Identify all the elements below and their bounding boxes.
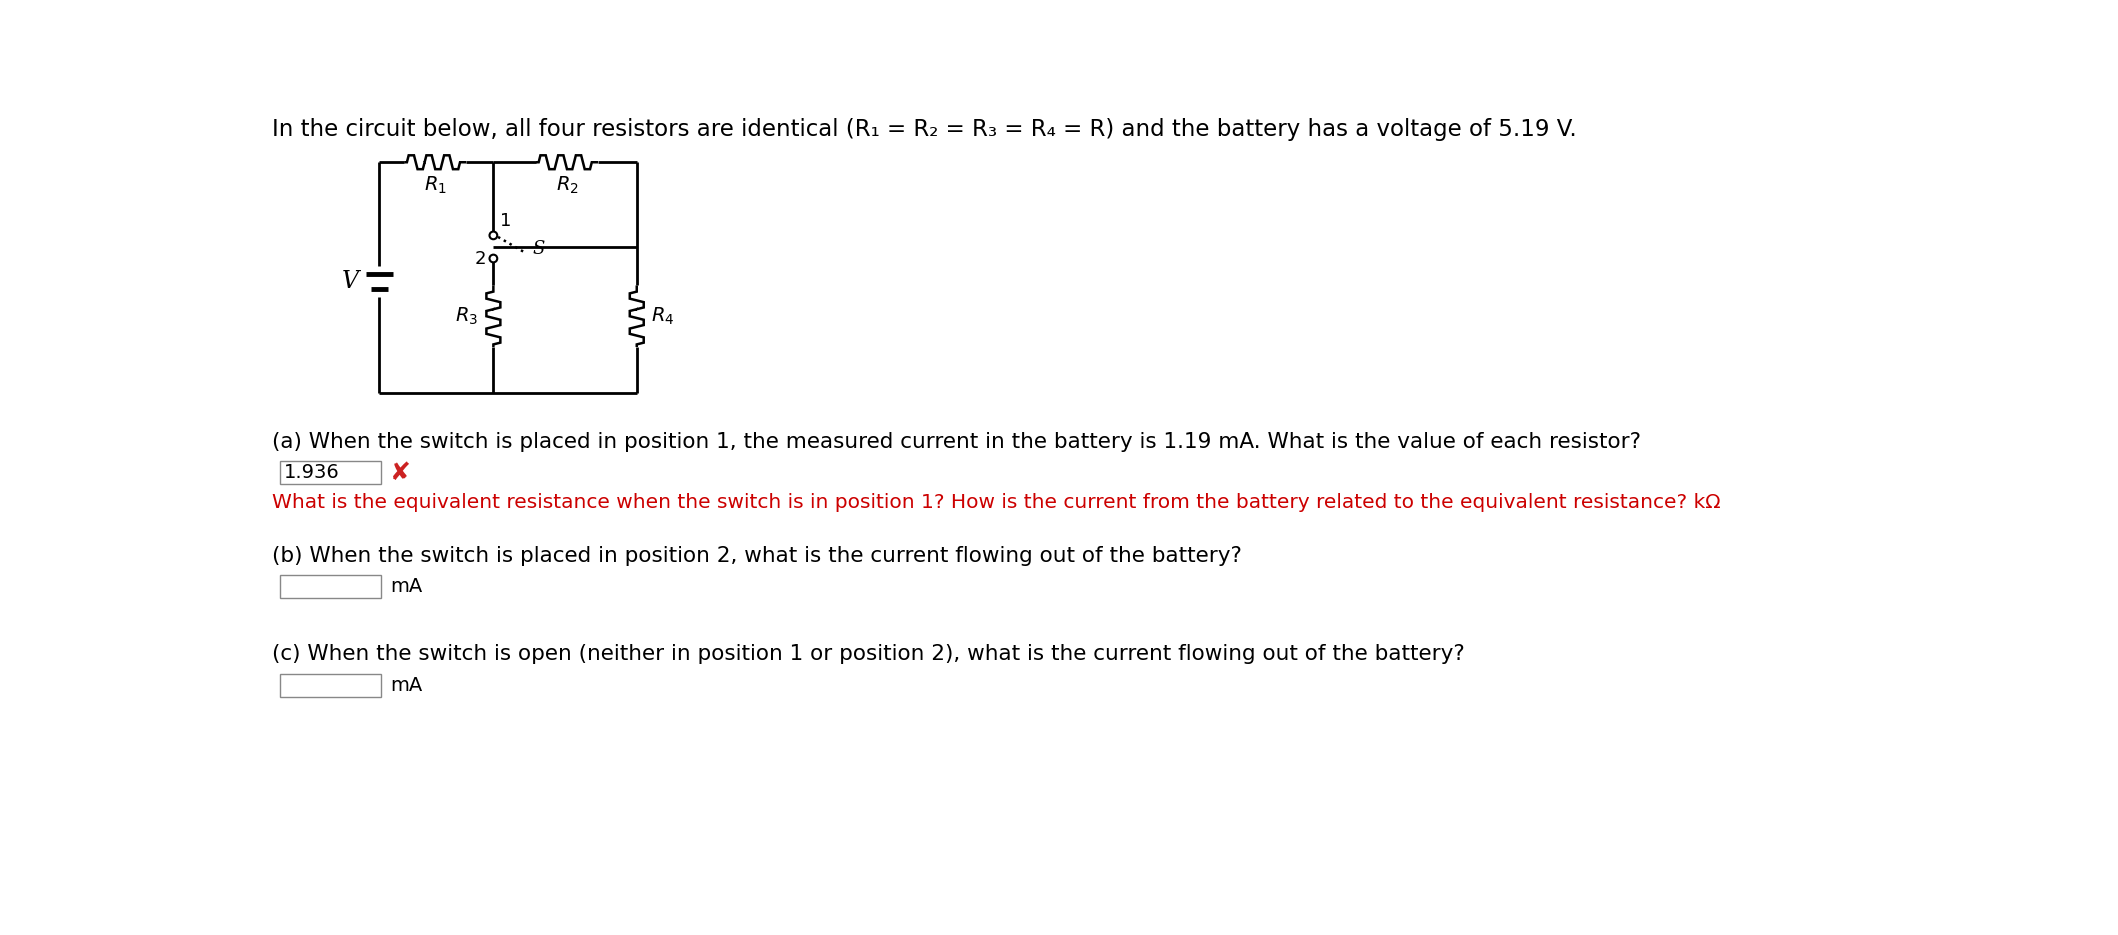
Text: 1.936: 1.936 <box>284 463 339 482</box>
Text: S: S <box>532 240 544 258</box>
Text: V: V <box>341 270 358 293</box>
Text: mA: mA <box>390 676 424 695</box>
Text: (a) When the switch is placed in position 1, the measured current in the battery: (a) When the switch is placed in positio… <box>273 432 1641 452</box>
Text: $R_3$: $R_3$ <box>455 306 479 327</box>
FancyBboxPatch shape <box>280 461 381 484</box>
FancyBboxPatch shape <box>280 673 381 697</box>
Text: 2: 2 <box>474 250 485 267</box>
Text: (c) When the switch is open (neither in position 1 or position 2), what is the c: (c) When the switch is open (neither in … <box>273 644 1466 664</box>
Text: ✘: ✘ <box>390 461 411 484</box>
Text: 1: 1 <box>500 212 510 230</box>
Text: What is the equivalent resistance when the switch is in position 1? How is the c: What is the equivalent resistance when t… <box>273 494 1722 512</box>
Text: $R_4$: $R_4$ <box>650 306 674 327</box>
Text: $R_2$: $R_2$ <box>555 175 578 195</box>
Text: mA: mA <box>390 577 424 596</box>
Circle shape <box>489 254 498 263</box>
FancyBboxPatch shape <box>280 575 381 598</box>
Text: In the circuit below, all four resistors are identical (R₁ = R₂ = R₃ = R₄ = R) a: In the circuit below, all four resistors… <box>273 118 1578 140</box>
Text: (b) When the switch is placed in position 2, what is the current flowing out of : (b) When the switch is placed in positio… <box>273 546 1243 566</box>
Circle shape <box>489 232 498 239</box>
Text: $R_1$: $R_1$ <box>424 175 447 195</box>
